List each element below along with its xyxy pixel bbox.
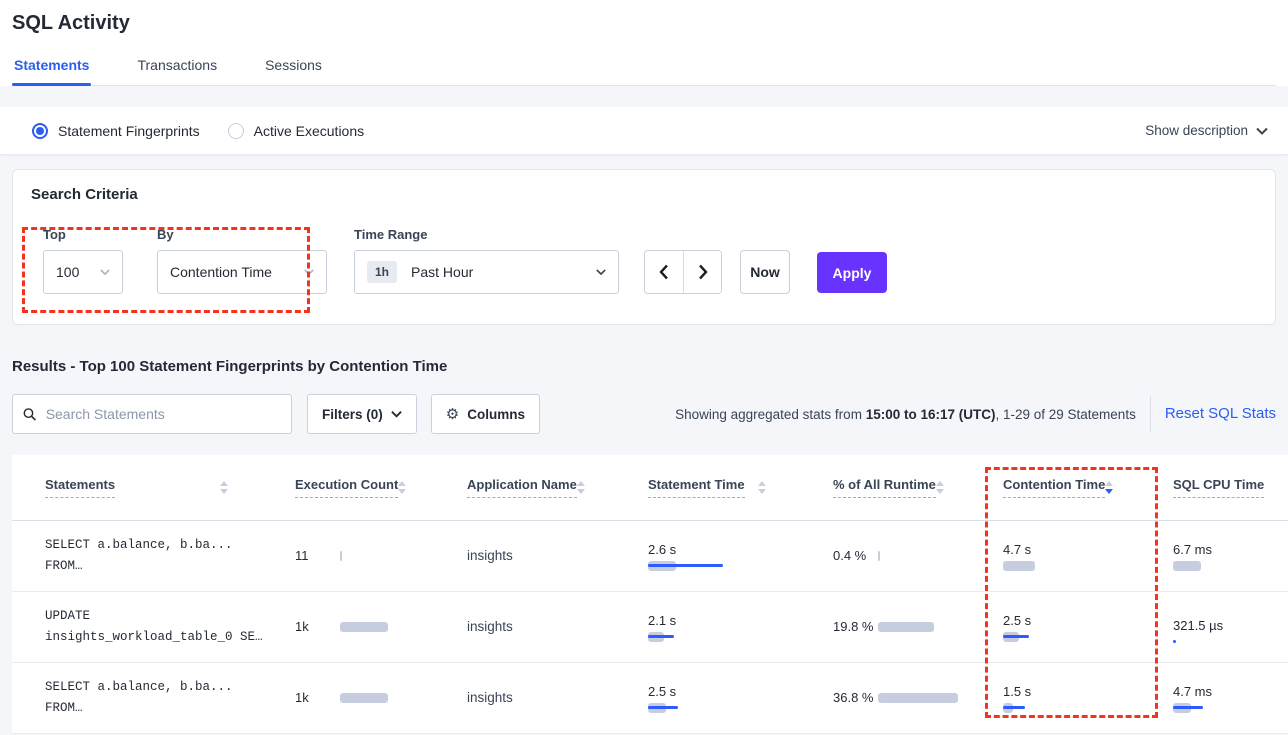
radio-active-executions[interactable]: Active Executions [227,122,365,139]
execution-count-cell: 1k [295,619,434,634]
chevron-down-icon [596,269,606,276]
chevron-down-icon [1256,127,1268,135]
sort-icon[interactable] [576,480,585,494]
sql-cpu-time-cell: 6.7 ms [1173,540,1288,571]
pct-runtime-cell: 0.4 % [833,548,970,563]
search-criteria-card: Search Criteria Top 100 By Contention Ti… [12,169,1276,325]
contention-time-cell: 2.5 s [1003,611,1140,642]
sort-icon-active-desc[interactable] [1105,480,1114,494]
statement-time-cell: 2.5 s [648,682,800,713]
statement-link[interactable]: UPDATE insights_workload_table_0 SE… [45,608,263,644]
column-header-statements[interactable]: Statements [45,477,262,498]
by-label: By [157,227,174,242]
application-name-cell: insights [467,618,513,634]
show-description-toggle[interactable]: Show description [1145,123,1268,138]
chevron-down-icon [391,411,402,418]
top-label: Top [43,227,66,242]
table-header-row: Statements Execution Count Application N… [12,455,1288,521]
show-description-label: Show description [1145,123,1248,138]
columns-label: Columns [467,406,525,422]
chevron-down-icon [304,269,314,276]
pct-runtime-cell: 36.8 % [833,690,970,705]
results-heading: Results - Top 100 Statement Fingerprints… [12,358,448,375]
previous-time-button[interactable] [645,251,683,293]
execution-count-cell: 11 [295,548,434,563]
column-header-sql-cpu-time[interactable]: SQL CPU Time [1173,477,1288,498]
search-criteria-title: Search Criteria [31,186,138,203]
next-time-button[interactable] [683,251,721,293]
sql-cpu-time-cell: 321.5 µs [1173,616,1288,644]
filters-button[interactable]: Filters (0) [307,394,417,434]
sql-cpu-time-cell: 4.7 ms [1173,682,1288,713]
application-name-cell: insights [467,689,513,705]
table-row: SELECT a.balance, b.ba... FROM… 1k insigh… [12,662,1288,734]
statement-time-cell: 2.1 s [648,611,800,642]
search-icon [23,407,36,421]
columns-button[interactable]: ⚙ Columns [430,394,540,434]
sort-icon[interactable] [398,480,407,494]
page-header: SQL Activity Statements Transactions Ses… [0,0,1288,86]
time-range-select[interactable]: 1h Past Hour [354,250,619,294]
radio-statement-fingerprints[interactable]: Statement Fingerprints [32,122,200,139]
radio-unselected-icon[interactable] [227,122,244,139]
statement-link[interactable]: SELECT a.balance, b.ba... FROM… [45,537,233,573]
search-statements-box[interactable] [12,394,292,434]
filters-label: Filters (0) [322,406,383,422]
sort-icon[interactable] [758,480,766,494]
radio-label: Active Executions [253,122,365,139]
table-row: UPDATE insights_workload_table_0 SE… 1k i… [12,591,1288,663]
results-controls: Filters (0) ⚙ Columns Showing aggregated… [12,394,1276,434]
tab-sessions[interactable]: Sessions [265,57,322,73]
page-title: SQL Activity [12,12,130,34]
time-range-badge: 1h [367,261,398,283]
time-range-value: Past Hour [411,264,474,280]
mode-strip: Statement Fingerprints Active Executions… [0,107,1288,155]
by-select-value: Contention Time [170,264,272,280]
tab-transactions[interactable]: Transactions [137,57,218,73]
top-select[interactable]: 100 [43,250,123,294]
reset-sql-stats-link[interactable]: Reset SQL Stats [1149,396,1276,432]
statement-time-cell: 2.6 s [648,540,800,571]
sort-icon[interactable] [220,480,228,494]
application-name-cell: insights [467,547,513,563]
statement-link[interactable]: SELECT a.balance, b.ba... FROM… [45,679,233,715]
time-range-label: Time Range [354,227,428,242]
column-header-application-name[interactable]: Application Name [467,477,615,498]
top-select-value: 100 [56,264,80,280]
tab-statements[interactable]: Statements [12,49,92,86]
chevron-down-icon [100,269,110,276]
search-statements-input[interactable] [45,406,281,422]
execution-count-cell: 1k [295,690,434,705]
sort-icon[interactable] [935,480,944,494]
tab-bar: Statements Transactions Sessions [12,49,1276,86]
chevron-left-icon [659,264,668,280]
radio-selected-icon[interactable] [32,122,48,139]
gear-icon: ⚙ [445,406,460,423]
statements-table: Statements Execution Count Application N… [12,455,1288,734]
contention-time-cell: 1.5 s [1003,682,1140,713]
showing-stats-text: Showing aggregated stats from 15:00 to 1… [675,406,1136,422]
time-nav-group [644,250,722,294]
column-header-pct-runtime[interactable]: % of All Runtime [833,477,970,498]
chevron-right-icon [698,264,708,280]
contention-time-cell: 4.7 s [1003,540,1140,571]
pct-runtime-cell: 19.8 % [833,619,970,634]
apply-button[interactable]: Apply [817,252,887,293]
radio-label: Statement Fingerprints [58,122,200,139]
by-select[interactable]: Contention Time [157,250,327,294]
now-button[interactable]: Now [740,250,790,294]
column-header-statement-time[interactable]: Statement Time [648,477,800,498]
column-header-execution-count[interactable]: Execution Count [295,477,434,498]
table-row: SELECT a.balance, b.ba... FROM… 11 insigh… [12,520,1288,592]
column-header-contention-time[interactable]: Contention Time [1003,477,1140,498]
